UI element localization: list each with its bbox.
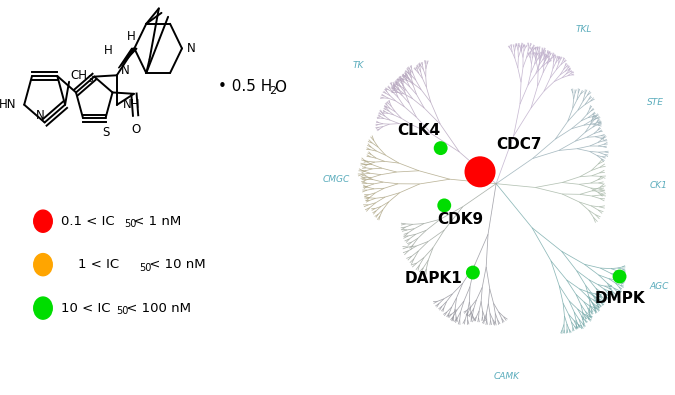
Text: STE: STE bbox=[647, 98, 664, 107]
Text: H: H bbox=[127, 30, 136, 43]
Text: CK1: CK1 bbox=[650, 181, 668, 190]
Text: TK: TK bbox=[353, 61, 364, 70]
Text: N: N bbox=[36, 109, 45, 122]
Text: 50: 50 bbox=[139, 263, 151, 273]
Text: CH: CH bbox=[70, 69, 87, 82]
Text: CMGC: CMGC bbox=[322, 175, 350, 184]
Text: DAPK1: DAPK1 bbox=[404, 271, 462, 286]
Point bbox=[468, 269, 479, 276]
Polygon shape bbox=[119, 49, 137, 68]
Text: N: N bbox=[121, 64, 130, 77]
Text: O: O bbox=[274, 80, 286, 95]
Point bbox=[435, 145, 446, 151]
Text: O: O bbox=[131, 122, 140, 135]
Text: CDC7: CDC7 bbox=[496, 137, 541, 152]
Point bbox=[614, 273, 625, 280]
Point bbox=[439, 202, 450, 209]
Text: H: H bbox=[104, 44, 113, 57]
Text: < 100 nM: < 100 nM bbox=[122, 302, 191, 314]
Text: 3: 3 bbox=[87, 75, 92, 84]
Text: S: S bbox=[102, 126, 109, 139]
Text: N: N bbox=[187, 42, 196, 55]
Text: CDK9: CDK9 bbox=[437, 212, 483, 227]
Text: 2: 2 bbox=[269, 86, 277, 96]
Circle shape bbox=[34, 210, 52, 232]
Text: TKL: TKL bbox=[576, 25, 592, 34]
Text: < 10 nM: < 10 nM bbox=[144, 258, 205, 271]
Text: DMPK: DMPK bbox=[594, 291, 645, 306]
Text: CAMK: CAMK bbox=[494, 372, 520, 380]
Text: < 1 nM: < 1 nM bbox=[130, 215, 182, 228]
Text: 50: 50 bbox=[116, 306, 128, 316]
Text: NH: NH bbox=[123, 98, 140, 111]
Text: CLK4: CLK4 bbox=[398, 123, 441, 138]
Text: 50: 50 bbox=[124, 219, 136, 229]
Circle shape bbox=[34, 297, 52, 319]
Circle shape bbox=[34, 254, 52, 276]
Text: 0.1 < IC: 0.1 < IC bbox=[61, 215, 115, 228]
Text: • 0.5 H: • 0.5 H bbox=[218, 79, 273, 94]
Point bbox=[475, 169, 485, 175]
Text: AGC: AGC bbox=[649, 282, 669, 291]
Text: 1 < IC: 1 < IC bbox=[61, 258, 119, 271]
Text: HN: HN bbox=[0, 98, 16, 111]
Text: 10 < IC: 10 < IC bbox=[61, 302, 111, 314]
